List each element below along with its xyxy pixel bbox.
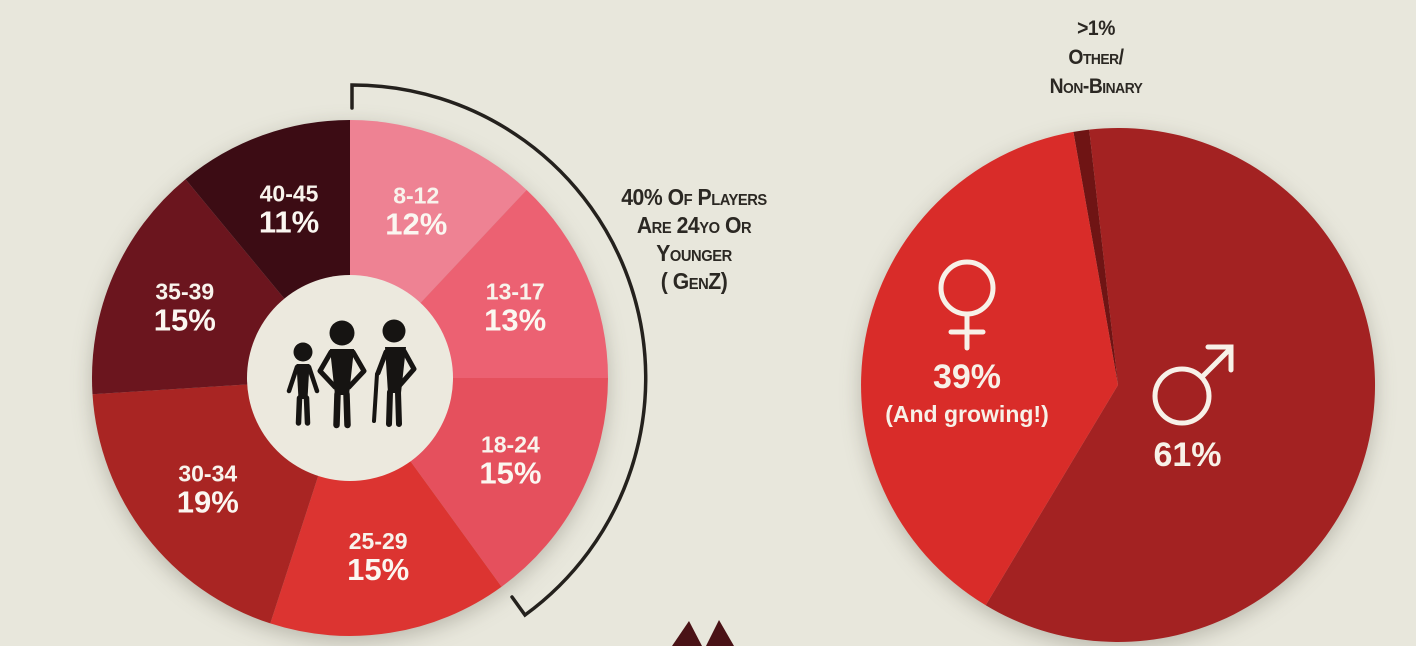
callout-line: Non-Binary — [1049, 75, 1143, 98]
slice-percent-label: 15% — [479, 456, 541, 491]
slice-percent-label: 12% — [385, 207, 447, 242]
male-symbol-icon — [1152, 344, 1233, 426]
genz-bracket — [350, 83, 648, 618]
callout-line: Other/ — [1068, 46, 1124, 69]
slice-percent-label: 15% — [154, 303, 216, 338]
slice-category-label: 13-17 — [486, 279, 545, 305]
family-icon — [286, 319, 417, 429]
gender-pie-chart — [861, 127, 1376, 642]
male-percentage: 61% — [1153, 436, 1222, 474]
child-icon — [286, 342, 320, 426]
slice-percent-label: 15% — [347, 552, 409, 587]
slice-category-label: 8-12 — [393, 183, 439, 209]
female-percentage: 39% — [932, 358, 1002, 396]
slice-category-label: 35-39 — [155, 279, 214, 305]
annotation-line: ( GenZ) — [660, 268, 728, 294]
slice-category-label: 18-24 — [481, 432, 540, 458]
female-slice-label: 39% (And growing!) — [867, 256, 1067, 428]
slice-percent-label: 19% — [177, 484, 239, 519]
slice-category-label: 40-45 — [260, 181, 319, 207]
nonbinary-callout: >1% Other/ Non-Binary — [1009, 14, 1184, 101]
slice-category-label: 25-29 — [349, 528, 408, 554]
pie-slice-25-29 — [270, 378, 502, 636]
annotation-line: Are 24yo Or — [636, 212, 752, 238]
callout-line: >1% — [1077, 17, 1115, 40]
annotation-line: 40% Of Players — [621, 184, 767, 210]
adult-icon — [317, 320, 367, 429]
male-slice-label: 61% — [1100, 334, 1275, 475]
pie-slice-other-non-binary — [1073, 129, 1118, 385]
genz-annotation: 40% Of Players Are 24yo Or Younger ( Gen… — [602, 183, 786, 295]
slice-percent-label: 13% — [484, 303, 546, 338]
annotation-line: Younger — [656, 240, 732, 266]
slice-percent-label: 11% — [259, 205, 319, 240]
elder-icon — [372, 319, 417, 427]
pie-slice-male — [985, 127, 1376, 642]
female-symbol-icon — [938, 259, 996, 351]
female-note: (And growing!) — [885, 401, 1049, 427]
slice-category-label: 30-34 — [178, 460, 237, 486]
bottom-ornament — [672, 620, 734, 646]
pie-slice-female — [861, 131, 1118, 606]
